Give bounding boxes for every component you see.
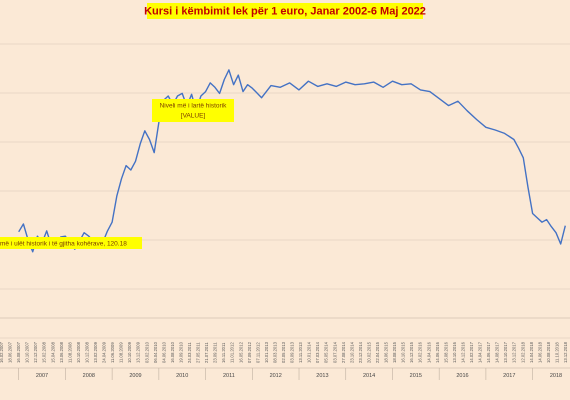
x-tick-label: 10.12.2008 xyxy=(85,341,90,363)
x-tick-label: 27.05.2011 xyxy=(196,342,201,363)
annotation-low-background xyxy=(0,237,142,249)
x-year-label: 2018 xyxy=(550,373,562,379)
x-tick-label: 23.09.2011 xyxy=(213,342,218,363)
x-tick-label: 13.10.2017 xyxy=(503,341,508,363)
x-tick-label: 05.05.2014 xyxy=(324,341,329,363)
x-tick-label: 18.06.2007 xyxy=(8,341,13,363)
x-tick-label: 12.02.2018 xyxy=(520,341,525,363)
grid-lines xyxy=(0,43,570,339)
x-tick-label: 14.06.2016 xyxy=(435,341,440,363)
x-tick-label: 14.04.2017 xyxy=(478,341,483,363)
x-tick-label: 13.06.2008 xyxy=(59,341,64,363)
x-tick-label: 04.06.2010 xyxy=(161,341,166,363)
x-tick-label: 24.04.2009 xyxy=(102,341,107,363)
x-tick-label: 03.07.2014 xyxy=(332,341,337,363)
x-year-label: 2007 xyxy=(36,373,48,379)
x-tick-label: 16.08.2010 xyxy=(170,341,175,363)
x-tick-label: 06.04.2010 xyxy=(153,341,158,363)
x-tick-label: 10.01.2014 xyxy=(307,341,312,363)
x-tick-labels: 16.02.2007 18.06.2007 16.08.2007 10.10.2007… xyxy=(0,341,568,363)
series-line-eur-lek xyxy=(18,69,566,253)
x-year-label: 2011 xyxy=(223,373,235,379)
x-tick-label: 15.08.2016 xyxy=(443,341,448,363)
x-tick-label: 10.10.2007 xyxy=(25,341,30,363)
x-tick-label: 20.02.2015 xyxy=(367,341,372,363)
x-year-labels: 2007 2008 2009 2010 2011 2012 2013 2014 2015 2016… xyxy=(36,373,562,379)
x-tick-label: 08.03.2013 xyxy=(273,341,278,363)
chart-title: Kursi i këmbimit lek për 1 euro, Janar 2… xyxy=(144,6,426,18)
x-tick-label: 16.10.2015 xyxy=(401,341,406,363)
x-tick-label: 11.08.2008 xyxy=(67,342,72,363)
x-tick-label: 07.03.2014 xyxy=(315,341,320,363)
title-background xyxy=(147,3,423,19)
x-tick-label: 22.04.2015 xyxy=(375,341,380,363)
x-tick-label: 12.12.2007 xyxy=(33,341,38,363)
x-tick-label: 24.03.2011 xyxy=(187,342,192,363)
x-tick-label: 14.02.2017 xyxy=(469,341,474,363)
x-tick-label: 07.09.2012 xyxy=(247,341,252,363)
x-year-label: 2008 xyxy=(83,373,95,379)
x-tick-label: 14.08.2017 xyxy=(495,341,500,363)
annotation-high-value: [VALUE] xyxy=(181,113,206,120)
x-year-label: 2009 xyxy=(129,373,141,379)
x-tick-label: 16.11.2011 xyxy=(221,342,226,363)
annotation-high-label: Niveli më i lartë historik xyxy=(160,103,228,110)
x-tick-label: 13.11.2013 xyxy=(298,342,303,363)
x-tick-label: 14.04.2016 xyxy=(426,341,431,363)
x-tick-label: 13.10.2016 xyxy=(452,341,457,363)
x-tick-label: 15.02.2008 xyxy=(42,341,47,363)
x-tick-label: 16.02.2007 xyxy=(0,341,4,363)
x-year-label: 2016 xyxy=(456,373,468,379)
x-tick-label: 13.02.2009 xyxy=(93,341,98,363)
x-tick-label: 10.01.2013 xyxy=(264,341,269,363)
x-tick-label: 11.06.2009 xyxy=(110,342,115,363)
x-tick-label: 11.10.2018 xyxy=(555,342,560,363)
x-tick-label: 16.12.2015 xyxy=(409,341,414,363)
x-year-label: 2013 xyxy=(316,373,328,379)
x-tick-label: 07.11.2012 xyxy=(255,342,260,363)
x-year-label: 2014 xyxy=(363,373,375,379)
annotation-low-label: më i ulët historik i të gjitha kohërave,… xyxy=(0,241,127,248)
x-tick-label: 14.06.2018 xyxy=(537,341,542,363)
x-tick-label: 14.12.2016 xyxy=(461,341,466,363)
x-tick-label: 16.08.2007 xyxy=(16,341,21,363)
x-tick-label: 10.08.2018 xyxy=(546,341,551,363)
x-tick-label: 13.12.2018 xyxy=(563,341,568,363)
x-tick-label: 11.08.2009 xyxy=(119,342,124,363)
x-tick-label: 16.05.2012 xyxy=(238,341,243,363)
x-tick-label: 19.09.2010 xyxy=(179,341,184,363)
x-tick-label: 03.02.2010 xyxy=(144,341,149,363)
x-year-label: 2017 xyxy=(503,373,515,379)
x-tick-label: 14.06.2017 xyxy=(486,341,491,363)
x-tick-label: 16.02.2016 xyxy=(418,341,423,363)
x-axis xyxy=(0,317,570,380)
x-tick-label: 11.01.2012 xyxy=(230,342,235,363)
x-tick-label: 15.04.2008 xyxy=(50,341,55,363)
x-tick-label: 18.06.2015 xyxy=(384,341,389,363)
x-tick-label: 03.09.2013 xyxy=(290,341,295,363)
x-tick-label: 23.12.2014 xyxy=(358,341,363,363)
x-tick-label: 13.12.2009 xyxy=(136,341,141,363)
annotation-high-background xyxy=(152,99,234,122)
x-tick-label: 18.08.2015 xyxy=(392,341,397,363)
x-year-label: 2012 xyxy=(270,373,282,379)
x-tick-label: 21.07.2011 xyxy=(204,342,209,363)
x-tick-label: 27.08.2014 xyxy=(341,341,346,363)
x-tick-label: 13.12.2017 xyxy=(512,341,517,363)
x-year-label: 2010 xyxy=(176,373,188,379)
x-tick-label: 10.10.2009 xyxy=(127,341,132,363)
x-year-label: 2015 xyxy=(410,373,422,379)
x-tick-label: 23.10.2014 xyxy=(349,341,354,363)
x-tick-label: 14.04.2018 xyxy=(529,341,534,363)
x-tick-label: 10.10.2008 xyxy=(76,341,81,363)
x-tick-label: 02.05.2013 xyxy=(281,341,286,363)
